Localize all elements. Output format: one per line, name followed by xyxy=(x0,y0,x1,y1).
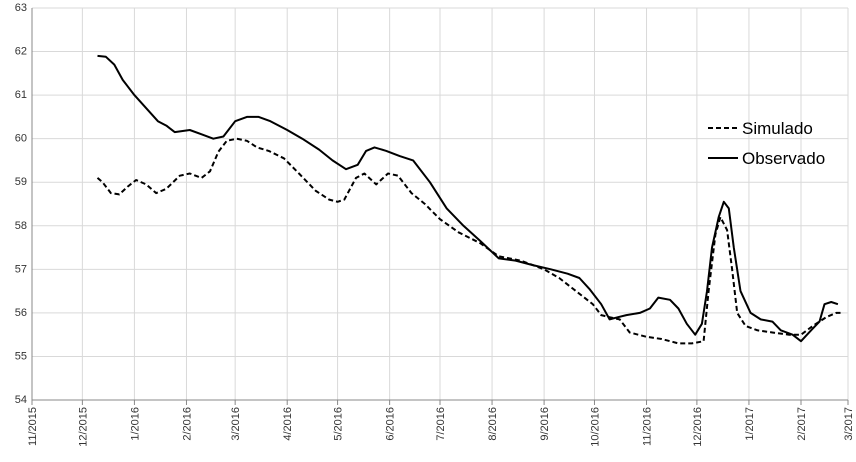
y-tick-label: 61 xyxy=(15,89,27,101)
x-tick-label: 11/2015 xyxy=(27,407,39,446)
y-tick-label: 58 xyxy=(15,220,27,232)
x-axis-tick-labels: 11/2015 12/2015 1/2016 2/2016 3/2016 4/2016 5/… xyxy=(27,407,855,447)
x-tick-label: 3/2016 xyxy=(230,407,242,441)
y-tick-label: 59 xyxy=(15,176,27,188)
y-tick-label: 62 xyxy=(15,46,27,58)
y-tick-label: 56 xyxy=(15,307,27,319)
x-tick-label: 7/2016 xyxy=(435,407,447,441)
x-tick-label: 12/2015 xyxy=(77,407,89,447)
legend: Simulado Observado xyxy=(708,119,825,168)
x-tick-label: 6/2016 xyxy=(385,407,397,441)
y-tick-label: 60 xyxy=(15,133,27,145)
series-line-simulado xyxy=(96,137,842,345)
y-tick-label: 55 xyxy=(15,350,27,362)
x-tick-label: 9/2016 xyxy=(539,407,551,441)
legend-label-observado: Observado xyxy=(742,149,825,168)
x-tick-label: 8/2016 xyxy=(487,407,499,441)
x-tick-label: 2/2017 xyxy=(796,407,808,441)
x-tick-label: 2/2016 xyxy=(181,407,193,441)
series-lines xyxy=(96,54,842,345)
x-tick-label: 1/2016 xyxy=(129,407,141,441)
x-tick-label: 11/2016 xyxy=(642,407,654,446)
x-tick-label: 12/2016 xyxy=(692,407,704,447)
x-tick-label: 1/2017 xyxy=(744,407,756,441)
y-tick-label: 54 xyxy=(15,394,27,406)
legend-label-simulado: Simulado xyxy=(742,119,813,138)
y-tick-label: 63 xyxy=(15,2,27,14)
axes xyxy=(31,8,849,405)
x-tick-label: 10/2016 xyxy=(589,407,601,447)
y-tick-label: 57 xyxy=(15,263,27,275)
y-axis-tick-labels: 54 55 56 57 58 59 60 61 62 63 xyxy=(15,2,27,406)
x-tick-label: 3/2017 xyxy=(843,407,855,441)
x-tick-label: 5/2016 xyxy=(333,407,345,441)
series-line-observado xyxy=(97,54,839,343)
x-tick-label: 4/2016 xyxy=(282,407,294,441)
